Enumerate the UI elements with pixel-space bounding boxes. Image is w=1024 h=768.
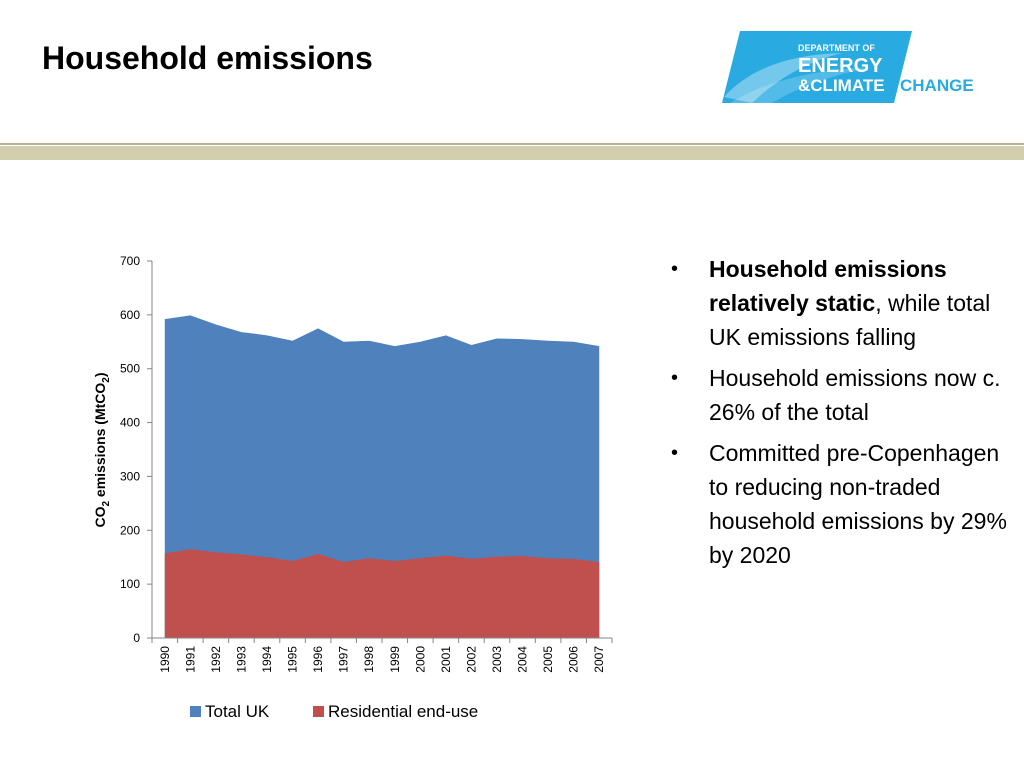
x-tick-label: 1991: [183, 646, 197, 673]
y-axis-title: CO2 emissions (MtCO2): [92, 372, 112, 527]
x-tick-label: 2006: [567, 646, 581, 673]
x-tick-label: 1992: [209, 646, 223, 673]
bullet-2-text: Household emissions now c. 26% of the to…: [709, 365, 1001, 425]
bullet-item-1: • Household emissions relatively static,…: [668, 252, 1008, 354]
bullet-1-strong: Household emissions relatively static: [709, 256, 947, 316]
emissions-chart: 0 100 200 300 400 500 600 700 1990 1991 1992 1993 1…: [80, 245, 640, 735]
y-axis-title-co: CO: [92, 506, 108, 527]
slide-title: Household emissions: [42, 40, 373, 76]
decc-logo: DEPARTMENT OF ENERGY &CLIMATE CHANGE: [722, 31, 974, 103]
x-tick-label: 1990: [158, 646, 172, 673]
y-tick-label: 100: [120, 577, 140, 591]
logo-line2: ENERGY: [798, 55, 883, 77]
legend-swatch-1: [190, 706, 201, 717]
logo-line3a: &CLIMATE: [798, 76, 885, 95]
y-tick-label: 400: [120, 416, 140, 430]
y-axis-title-mid: emissions (MtCO: [92, 383, 108, 501]
legend-label-2: Residential end-use: [328, 702, 478, 721]
x-tick-label: 1998: [362, 646, 376, 673]
y-axis-title-sub1: 2: [101, 501, 112, 507]
legend-swatch-2: [313, 706, 324, 717]
logo-swoosh: [724, 53, 842, 103]
y-tick-label: 200: [120, 523, 140, 537]
x-tick-label: 2005: [541, 646, 555, 673]
x-tick-label: 2002: [464, 646, 478, 673]
bullet-item-3: • Committed pre-Copenhagen to reducing n…: [668, 436, 1008, 572]
legend-label-1: Total UK: [205, 702, 270, 721]
x-tick-label: 1995: [286, 646, 300, 673]
y-ticks: 0 100 200 300 400 500 600 700: [120, 254, 152, 645]
bullet-dot: •: [671, 442, 679, 464]
x-tick-label: 1993: [234, 646, 248, 673]
x-tick-label: 1994: [260, 646, 274, 673]
logo-swoosh-2: [730, 67, 872, 103]
bullet-item-2: • Household emissions now c. 26% of the …: [668, 361, 1008, 429]
bullet-dot: •: [671, 367, 679, 389]
y-tick-label: 0: [133, 631, 140, 645]
y-axis-title-end: ): [92, 372, 108, 377]
bullet-dot: •: [671, 258, 679, 280]
y-tick-label: 300: [120, 469, 140, 483]
x-tick-label: 1997: [337, 646, 351, 673]
logo-background: [722, 31, 912, 103]
y-tick-label: 500: [120, 362, 140, 376]
x-tick-label: 1999: [388, 646, 402, 673]
y-tick-label: 600: [120, 308, 140, 322]
x-tick-label: 2004: [516, 646, 530, 673]
x-tick-label: 2003: [490, 646, 504, 673]
chart-legend: Total UK Residential end-use: [190, 702, 478, 721]
bullet-3-text: Committed pre-Copenhagen to reducing non…: [709, 440, 1007, 568]
header-divider-line: [0, 143, 1024, 145]
header-divider-band: [0, 146, 1024, 160]
y-axis-title-sub2: 2: [101, 377, 112, 383]
x-tick-label: 2000: [413, 646, 427, 673]
chart-areas: [164, 315, 600, 638]
x-tick-label: 1996: [311, 646, 325, 673]
y-tick-label: 700: [120, 254, 140, 268]
logo-line3b: CHANGE: [900, 76, 974, 95]
x-tick-label: 2007: [592, 646, 606, 673]
logo-line1: DEPARTMENT OF: [798, 43, 875, 53]
bullet-1-text: , while total UK emissions falling: [709, 290, 991, 350]
x-ticks: 1990 1991 1992 1993 1994 1995 1996 1997 1998 1999…: [151, 638, 613, 673]
area-series-2: [164, 549, 600, 638]
bullet-list: • Household emissions relatively static,…: [668, 252, 1008, 579]
x-tick-label: 2001: [439, 646, 453, 673]
